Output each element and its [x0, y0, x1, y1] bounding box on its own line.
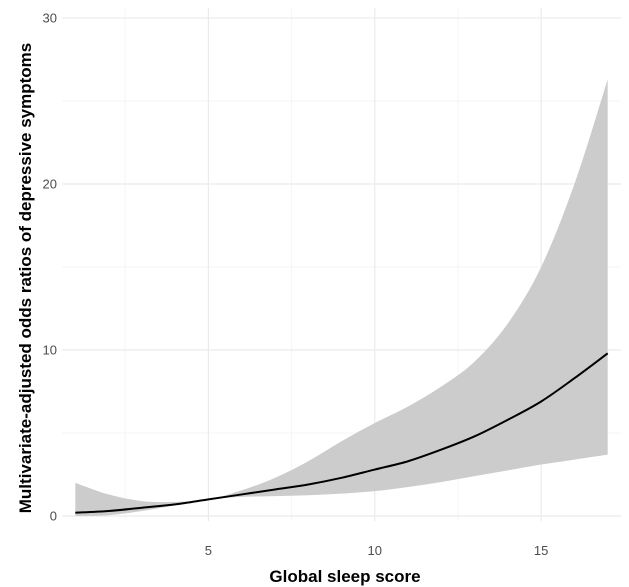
y-tick-label: 10: [43, 343, 57, 358]
y-axis-title: Multivariate-adjusted odds ratios of dep…: [16, 43, 35, 513]
x-tick-label: 10: [368, 543, 382, 558]
y-tick-label: 0: [50, 509, 57, 524]
x-axis-ticks: 5 10 15: [205, 543, 549, 558]
x-tick-label: 5: [205, 543, 212, 558]
y-tick-label: 20: [43, 176, 57, 191]
x-axis-title: Global sleep score: [269, 567, 420, 586]
grid-minor: [62, 8, 621, 521]
y-tick-label: 30: [43, 10, 57, 25]
y-axis-ticks: 0 10 20 30: [43, 10, 57, 523]
confidence-band: [75, 79, 608, 517]
x-tick-label: 15: [534, 543, 548, 558]
fitted-line: [75, 352, 609, 514]
